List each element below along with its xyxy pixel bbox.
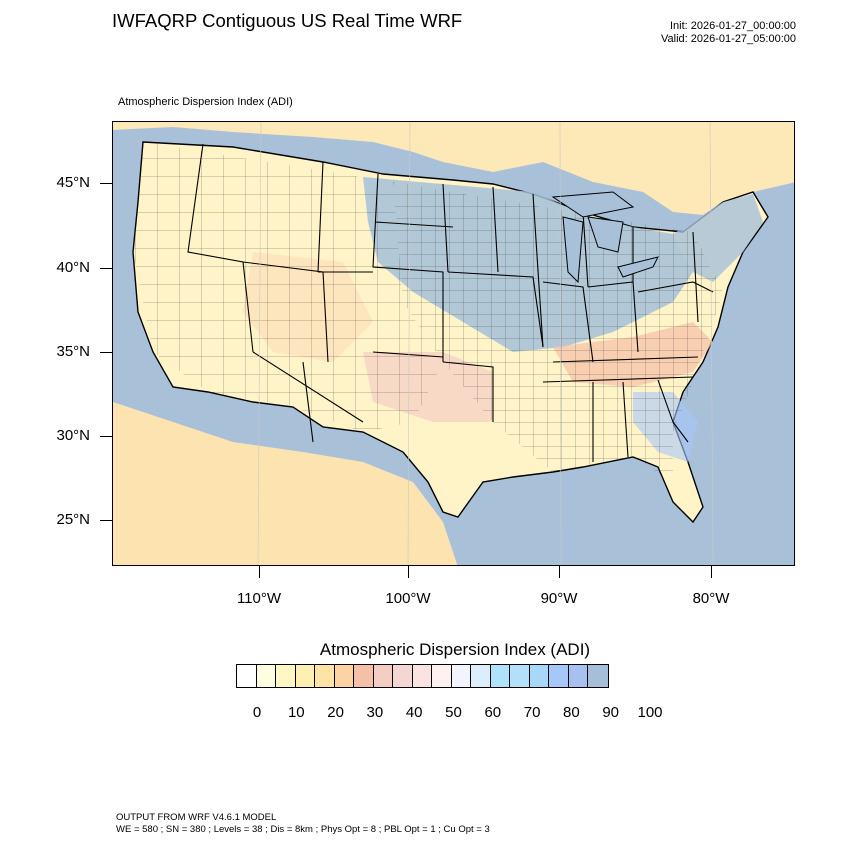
colorbar-swatch bbox=[276, 665, 296, 687]
colorbar-swatch bbox=[490, 665, 510, 687]
lat-label-40: 40°N bbox=[56, 259, 90, 276]
lake-erie bbox=[617, 256, 659, 278]
county-lines-west bbox=[133, 142, 443, 432]
colorbar-swatch bbox=[471, 665, 491, 687]
colorbar-swatch bbox=[568, 665, 588, 687]
lon-label-80: 80°W bbox=[692, 590, 730, 607]
lat-label-25: 25°N bbox=[56, 511, 90, 528]
colorbar-swatch bbox=[510, 665, 530, 687]
lat-tick bbox=[100, 183, 112, 184]
lat-label-35: 35°N bbox=[56, 343, 90, 360]
colorbar-title: Atmospheric Dispersion Index (ADI) bbox=[319, 640, 591, 659]
colorbar-swatch bbox=[412, 665, 432, 687]
colorbar-swatch bbox=[334, 665, 354, 687]
mexico-land bbox=[113, 402, 458, 565]
lon-tick bbox=[559, 566, 560, 578]
colorbar-swatch bbox=[237, 665, 257, 687]
lat-label-45: 45°N bbox=[56, 174, 90, 191]
colorbar-label: 70 bbox=[523, 704, 541, 721]
lon-label-110: 110°W bbox=[236, 590, 282, 607]
map-graphic bbox=[113, 122, 794, 565]
field-label: Atmospheric Dispersion Index (ADI) bbox=[118, 96, 293, 108]
state-boundaries bbox=[187, 143, 714, 462]
colorbar-swatch bbox=[354, 665, 374, 687]
colorbar-label: 10 bbox=[287, 704, 305, 721]
lat-tick bbox=[100, 436, 112, 437]
model-version: OUTPUT FROM WRF V4.6.1 MODEL bbox=[116, 812, 277, 823]
lake-huron bbox=[587, 216, 624, 253]
lat-label-30: 30°N bbox=[56, 427, 90, 444]
map-panel bbox=[112, 121, 795, 566]
colorbar-swatch bbox=[549, 665, 569, 687]
colorbar-label: 20 bbox=[327, 704, 344, 721]
colorbar-label: 0 bbox=[252, 704, 262, 721]
lon-tick bbox=[711, 566, 712, 578]
colorbar-swatch bbox=[393, 665, 413, 687]
lake-superior bbox=[551, 191, 635, 218]
colorbar-label: 40 bbox=[405, 704, 423, 721]
time-info: Init: 2026-01-27_00:00:00 Valid: 2026-01… bbox=[661, 20, 796, 46]
colorbar-swatch bbox=[295, 665, 315, 687]
colorbar-swatch bbox=[256, 665, 276, 687]
lon-label-100: 100°W bbox=[385, 590, 431, 607]
lon-tick bbox=[408, 566, 409, 578]
county-lines-east bbox=[393, 182, 723, 482]
model-config: WE = 580 ; SN = 380 ; Levels = 38 ; Dis … bbox=[116, 824, 490, 835]
lake-michigan bbox=[562, 216, 584, 284]
colorbar-swatch bbox=[529, 665, 549, 687]
colorbar-swatch bbox=[315, 665, 335, 687]
colorbar-label: 90 bbox=[602, 704, 620, 721]
init-time: Init: 2026-01-27_00:00:00 bbox=[670, 20, 796, 32]
colorbar-swatch bbox=[451, 665, 471, 687]
graticule bbox=[257, 122, 714, 565]
colorbar-label: 80 bbox=[563, 704, 580, 721]
colorbar-label: 60 bbox=[484, 704, 502, 721]
colorbar-swatch bbox=[588, 665, 608, 687]
lon-tick bbox=[259, 566, 260, 578]
plot-title: IWFAQRP Contiguous US Real Time WRF bbox=[112, 10, 463, 31]
colorbar-label: 30 bbox=[366, 704, 384, 721]
valid-time: Valid: 2026-01-27_05:00:00 bbox=[661, 33, 796, 45]
colorbar-label: 100 bbox=[637, 704, 663, 721]
lat-tick bbox=[100, 520, 112, 521]
lat-tick bbox=[100, 352, 112, 353]
colorbar-swatch bbox=[432, 665, 452, 687]
colorbar-label: 50 bbox=[445, 704, 462, 721]
canada-land bbox=[113, 122, 794, 217]
lon-label-90: 90°W bbox=[540, 590, 578, 607]
colorbar-swatch bbox=[373, 665, 393, 687]
colorbar bbox=[236, 664, 609, 688]
lat-tick bbox=[100, 268, 112, 269]
model-info: OUTPUT FROM WRF V4.6.1 MODEL WE = 580 ; … bbox=[116, 812, 490, 836]
